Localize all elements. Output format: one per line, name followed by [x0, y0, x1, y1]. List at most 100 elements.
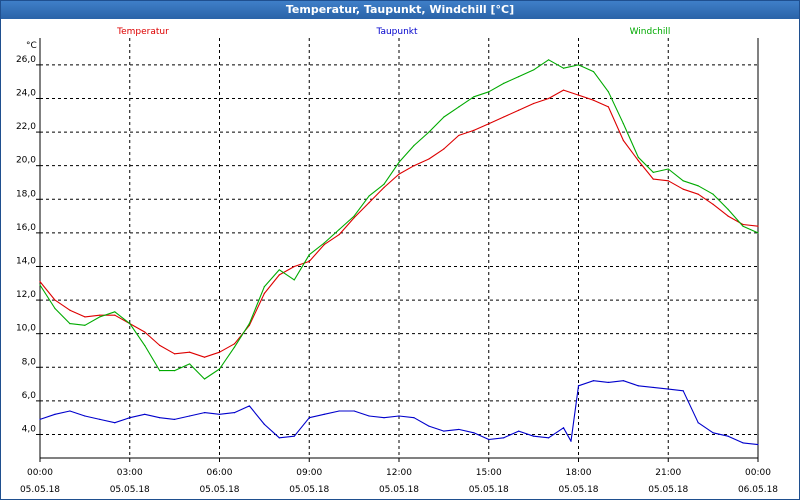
data-point [218, 351, 221, 353]
data-point [547, 437, 550, 439]
data-point [39, 284, 41, 286]
y-tick-label: 16,0 [16, 223, 36, 233]
data-point [488, 91, 490, 93]
data-point [503, 116, 505, 118]
data-point [159, 344, 161, 347]
data-point [697, 193, 699, 195]
data-point [697, 422, 699, 424]
data-point [697, 185, 699, 187]
data-point [712, 193, 714, 195]
data-point [308, 260, 310, 263]
data-point [577, 385, 580, 387]
data-point [368, 195, 370, 197]
data-point [353, 215, 355, 217]
x-tick-time: 00:00 [745, 468, 771, 478]
data-point [458, 428, 460, 431]
data-point [263, 286, 265, 288]
y-tick-label: 24,0 [16, 88, 36, 98]
data-point [413, 417, 415, 419]
x-tick-date: 05.05.18 [648, 485, 688, 495]
data-point [533, 435, 535, 437]
data-point [667, 388, 669, 390]
data-point [652, 178, 654, 180]
data-point [233, 343, 236, 345]
data-point [114, 314, 116, 316]
x-tick-time: 03:00 [117, 468, 143, 478]
data-point [383, 183, 385, 185]
data-point [562, 67, 565, 69]
data-point [727, 435, 729, 437]
data-point [39, 281, 41, 283]
data-point [570, 440, 572, 442]
data-point [562, 89, 565, 91]
data-point [278, 269, 280, 271]
data-point [667, 180, 669, 182]
data-point [174, 370, 176, 372]
data-point [428, 158, 430, 160]
data-point [757, 443, 759, 446]
data-point [652, 171, 654, 173]
data-point [338, 228, 340, 231]
data-point [622, 139, 624, 142]
x-tick-date: 05.05.18 [469, 485, 509, 495]
data-point [39, 418, 41, 420]
data-point [503, 437, 505, 439]
data-point [443, 148, 445, 150]
data-point [383, 186, 385, 189]
data-point [428, 131, 430, 133]
data-point [592, 380, 595, 382]
data-point [69, 323, 71, 325]
data-point [263, 292, 265, 294]
x-tick-time: 21:00 [655, 468, 681, 478]
data-point [203, 412, 206, 414]
data-point [398, 161, 400, 163]
data-point [577, 64, 580, 66]
data-point [518, 430, 520, 432]
data-point [682, 188, 684, 190]
data-point [428, 425, 430, 427]
series-windchill [39, 59, 759, 380]
data-point [443, 116, 445, 118]
data-point [592, 71, 595, 73]
data-point [174, 418, 176, 420]
data-point [84, 324, 86, 326]
data-point [159, 417, 161, 419]
series-temperatur [39, 89, 759, 358]
data-point [607, 106, 610, 108]
data-point [622, 123, 624, 125]
data-point [547, 97, 550, 100]
data-point [338, 233, 340, 236]
data-point [458, 106, 460, 108]
data-point [174, 353, 176, 355]
data-point [203, 356, 206, 358]
data-point [383, 417, 385, 419]
data-point [637, 385, 639, 387]
data-point [338, 410, 340, 412]
x-tick-time: 18:00 [566, 468, 592, 478]
data-point [592, 99, 595, 101]
data-point [188, 415, 191, 417]
data-point [323, 242, 325, 244]
x-tick-date: 05.05.18 [379, 485, 419, 495]
data-point [203, 378, 206, 380]
data-point [323, 244, 325, 246]
series-taupunkt [39, 380, 759, 446]
data-point [652, 386, 654, 389]
y-tick-label: 20,0 [16, 156, 36, 166]
series-line-taupunkt [39, 380, 759, 446]
data-point [84, 316, 86, 318]
data-point [69, 410, 71, 412]
data-point [278, 274, 280, 276]
y-tick-label: 14,0 [16, 256, 36, 266]
data-point [757, 232, 759, 234]
data-point [188, 363, 191, 365]
data-point [188, 351, 191, 353]
data-point [637, 156, 639, 158]
data-point [473, 432, 475, 434]
x-tick-date: 05.05.18 [110, 485, 150, 495]
data-point [233, 346, 236, 348]
data-point [413, 165, 415, 167]
data-point [757, 225, 759, 227]
data-point [144, 331, 146, 333]
